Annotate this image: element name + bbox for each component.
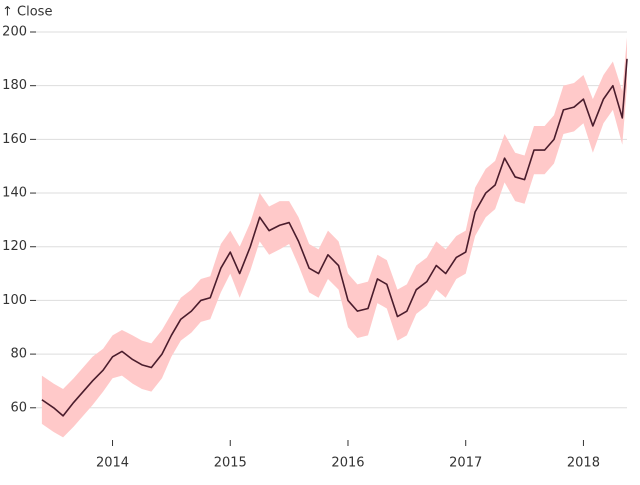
y-tick-label: 180 [2,78,27,93]
y-tick-label: 80 [10,347,27,362]
y-axis-label: ↑ Close [2,5,52,20]
band [41,37,627,438]
close-line [41,58,628,417]
y-tick-label: 200 [2,25,27,40]
x-tick-label: 2017 [449,456,482,471]
y-tick-label: 120 [2,239,27,254]
x-tick-label: 2015 [214,456,247,471]
x-tick-label: 2016 [331,456,364,471]
y-tick-label: 160 [2,132,27,147]
x-tick-label: 2014 [96,456,129,471]
y-tick-label: 100 [2,293,27,308]
y-tick-label: 60 [10,400,27,415]
y-tick-label: 140 [2,186,27,201]
x-tick-label: 2018 [567,456,600,471]
